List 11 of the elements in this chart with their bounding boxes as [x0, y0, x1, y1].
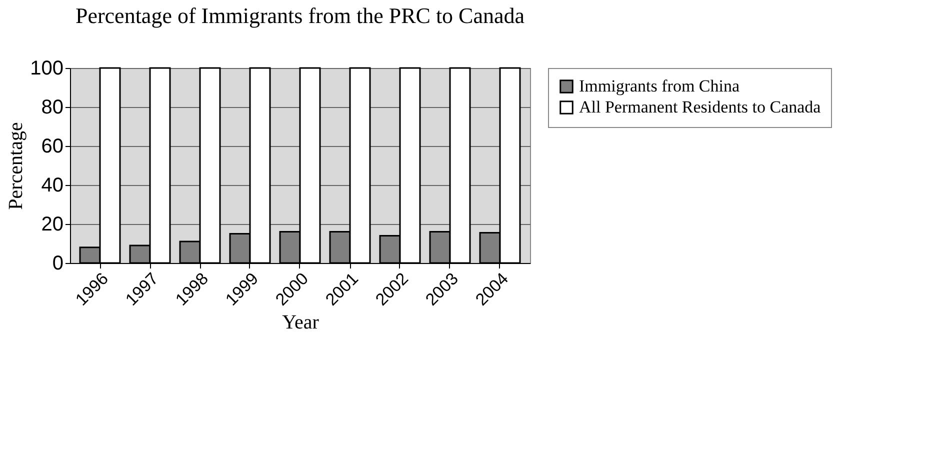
chart-title: Percentage of Immigrants from the PRC to Canada	[75, 3, 525, 28]
y-tick-label: 40	[41, 174, 64, 196]
x-axis-title: Year	[282, 312, 320, 334]
legend-label: Immigrants from China	[579, 76, 740, 96]
y-tick-label: 80	[41, 96, 64, 118]
y-tick-label: 20	[41, 214, 64, 236]
legend-label: All Permanent Residents to Canada	[579, 98, 822, 116]
y-tick-label: 60	[41, 136, 64, 158]
y-tick-label: 0	[52, 252, 64, 274]
y-axis-title: Percentage	[5, 122, 28, 210]
y-tick-label: 100	[30, 58, 64, 80]
